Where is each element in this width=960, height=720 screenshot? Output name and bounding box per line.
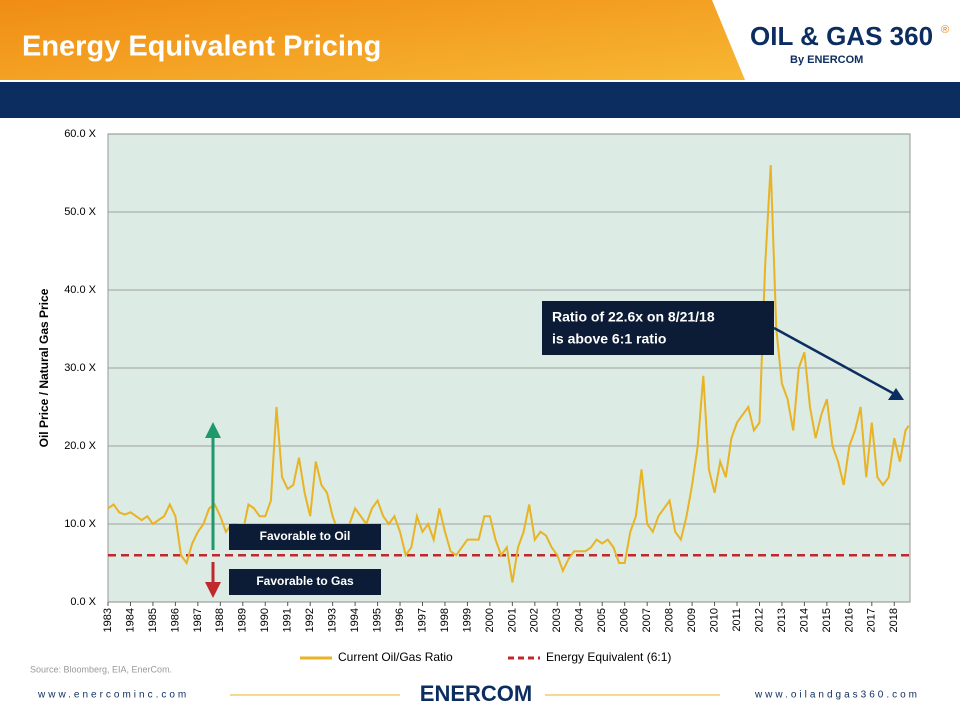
x-tick-label: 1995 <box>371 608 383 632</box>
gas-box <box>229 569 381 595</box>
legend-label: Energy Equivalent (6:1) <box>546 650 671 664</box>
x-tick-label: 2012 <box>753 608 765 632</box>
oil-arrowhead <box>205 422 221 438</box>
x-tick-label: 2018 <box>888 608 900 632</box>
legend-label: Current Oil/Gas Ratio <box>338 650 453 664</box>
callout-arrowhead <box>888 388 904 400</box>
x-tick-label: 1992 <box>304 608 316 632</box>
header-band <box>0 0 745 80</box>
x-tick-label: 1986 <box>169 608 181 632</box>
x-tick-label: 1993 <box>327 608 339 632</box>
x-tick-label: 1994 <box>349 608 361 632</box>
x-tick-label: 2007 <box>641 608 653 632</box>
x-tick-label: 2016 <box>843 608 855 632</box>
x-tick-label: 2009 <box>686 608 698 632</box>
x-tick-label: 1984 <box>124 608 136 632</box>
y-tick-label: 60.0 X <box>64 128 96 140</box>
x-tick-label: 1983 <box>102 608 114 632</box>
y-tick-label: 10.0 X <box>64 518 96 530</box>
y-axis-label: Oil Price / Natural Gas Price <box>37 288 51 447</box>
callout-arrow <box>773 326 899 398</box>
logo: OIL & GAS 360 <box>750 21 933 51</box>
x-tick-label: 2000 <box>484 608 496 632</box>
x-tick-label: 1985 <box>147 608 159 632</box>
callout-text: is above 6:1 ratio <box>552 331 666 347</box>
x-tick-label: 1990 <box>259 608 271 632</box>
gas-arrowhead <box>205 582 221 598</box>
x-tick-label: 2002 <box>529 608 541 632</box>
logo-mark: ® <box>941 24 949 36</box>
x-tick-label: 2015 <box>821 608 833 632</box>
y-tick-label: 0.0 X <box>70 596 96 608</box>
x-tick-label: 2005 <box>596 608 608 632</box>
y-tick-label: 30.0 X <box>64 362 96 374</box>
x-tick-label: 1988 <box>214 608 226 632</box>
x-tick-label: 1999 <box>461 608 473 632</box>
x-tick-label: 2006 <box>619 608 631 632</box>
y-tick-label: 20.0 X <box>64 440 96 452</box>
x-tick-label: 1991 <box>282 608 294 632</box>
gas-label: Favorable to Gas <box>256 574 354 588</box>
callout-box <box>542 301 774 355</box>
y-tick-label: 50.0 X <box>64 206 96 218</box>
x-tick-label: 1996 <box>394 608 406 632</box>
x-tick-label: 2003 <box>551 608 563 632</box>
source: Source: Bloomberg, EIA, EnerCom. <box>30 664 172 674</box>
x-tick-label: 2013 <box>776 608 788 632</box>
left-url: www.enercominc.com <box>37 690 189 701</box>
oil-box <box>229 524 381 550</box>
x-tick-label: 1997 <box>416 608 428 632</box>
x-tick-label: 2008 <box>664 608 676 632</box>
y-tick-label: 40.0 X <box>64 284 96 296</box>
x-tick-label: 2001 <box>506 608 518 632</box>
x-tick-label: 2014 <box>798 608 810 632</box>
plot: 0.0 X 10.0 X 20.0 X 30.0 X 40.0 X 50.0 X 60.0 … <box>37 128 911 664</box>
footer-brand: ENERCOM <box>420 681 532 706</box>
header-bar <box>0 82 960 118</box>
oil-label: Favorable to Oil <box>260 529 351 543</box>
x-tick-label: 1989 <box>237 608 249 632</box>
page-title: Energy Equivalent Pricing <box>22 31 381 63</box>
callout-text: Ratio of 22.6x on 8/21/18 <box>552 309 715 325</box>
x-tick-label: 2010 <box>708 608 720 632</box>
x-tick-label: 2011 <box>731 608 743 632</box>
x-tick-label: 2017 <box>866 608 878 632</box>
x-tick-label: 1987 <box>192 608 204 632</box>
x-tick-label: 1998 <box>439 608 451 632</box>
right-url: www.oilandgas360.com <box>754 690 920 701</box>
logo-sub: By ENERCOM <box>790 54 863 66</box>
x-tick-label: 2004 <box>574 608 586 632</box>
